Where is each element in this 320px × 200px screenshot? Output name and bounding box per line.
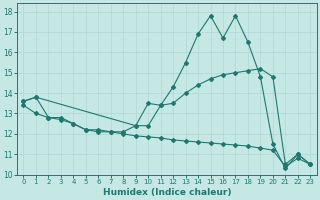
X-axis label: Humidex (Indice chaleur): Humidex (Indice chaleur) (103, 188, 231, 197)
